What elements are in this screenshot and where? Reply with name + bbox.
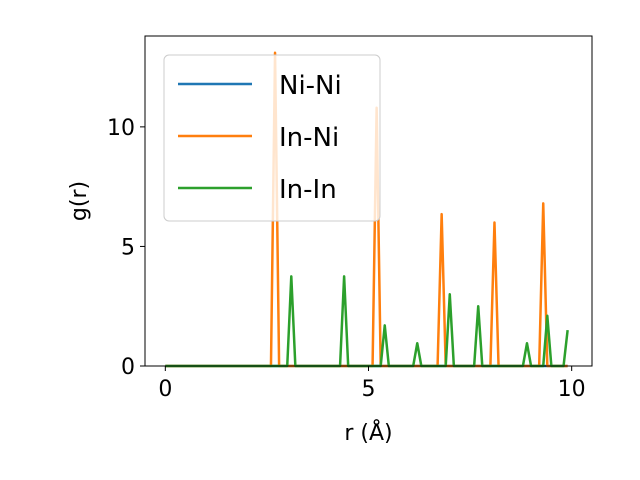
- y-tick-label: 0: [121, 355, 135, 380]
- series-line-in-ni: [165, 51, 568, 368]
- y-tick-label: 5: [121, 235, 135, 260]
- x-tick-label: 10: [558, 377, 586, 402]
- x-tick-label: 5: [362, 377, 376, 402]
- legend: Ni-Ni In-Ni In-In: [163, 54, 381, 222]
- x-axis: 0 5 10: [158, 366, 586, 402]
- y-tick-label: 10: [107, 116, 135, 141]
- x-tick-label: 0: [158, 377, 172, 402]
- y-axis: 0 5 10: [107, 116, 145, 380]
- legend-label-in-ni: In-Ni: [279, 123, 339, 153]
- legend-label-ni-ni: Ni-Ni: [279, 71, 342, 101]
- legend-label-in-in: In-In: [279, 175, 337, 205]
- legend-box: [163, 54, 381, 222]
- x-axis-label: r (Å): [344, 419, 392, 446]
- y-axis-label: g(r): [67, 181, 92, 221]
